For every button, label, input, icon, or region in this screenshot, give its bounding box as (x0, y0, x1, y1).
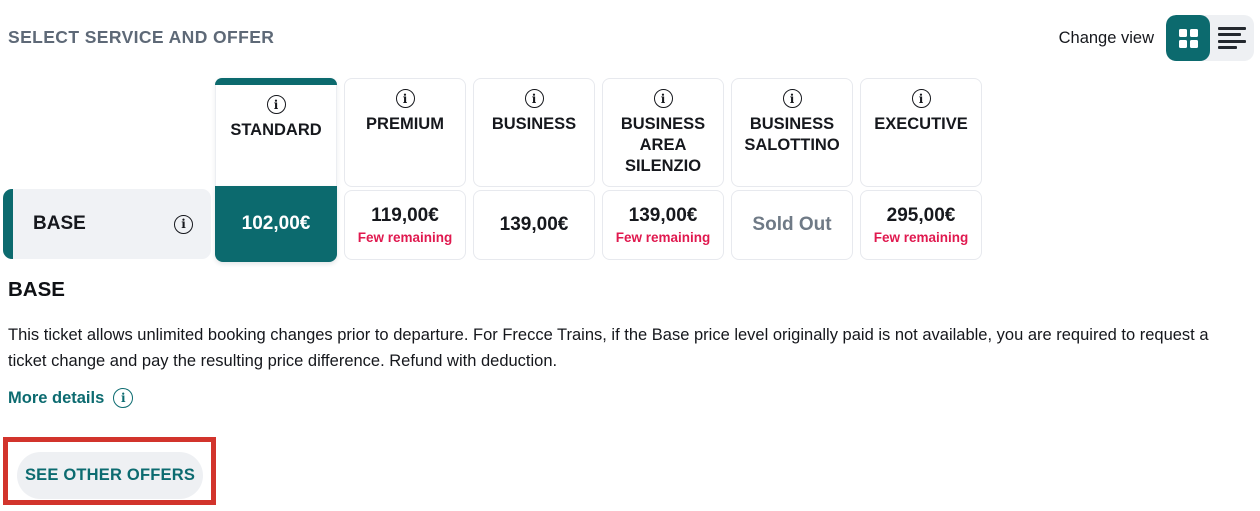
info-icon[interactable]: i (113, 388, 134, 408)
price-cell-business-salottino-base: Sold Out (731, 190, 853, 260)
see-other-offers-button[interactable]: SEE OTHER OFFERS (17, 452, 203, 499)
service-column-business[interactable]: i BUSINESS (473, 78, 595, 187)
price-value: 295,00€ (886, 205, 956, 226)
offer-details-heading: BASE (8, 278, 65, 301)
service-name: PREMIUM (366, 115, 444, 133)
price-value: 119,00€ (371, 205, 439, 226)
service-column-business-area-silenzio[interactable]: i BUSINESS AREA SILENZIO (602, 78, 724, 187)
service-column-standard[interactable]: i STANDARD (215, 78, 337, 186)
price-value: 139,00€ (499, 214, 569, 235)
offer-row-label-base: BASE i (3, 189, 211, 259)
list-view-button[interactable] (1210, 15, 1254, 61)
more-details-link[interactable]: More details i (8, 388, 134, 408)
price-cell-executive-base[interactable]: 295,00€ Few remaining (860, 190, 982, 260)
price-cell-premium-base[interactable]: 119,00€ Few remaining (344, 190, 466, 260)
view-toggle-group (1166, 15, 1254, 61)
info-icon[interactable]: i (911, 89, 931, 108)
more-details-label: More details (8, 388, 105, 407)
info-icon[interactable]: i (782, 89, 802, 108)
service-name: EXECUTIVE (874, 115, 968, 133)
few-remaining-badge: Few remaining (615, 230, 711, 245)
service-name: STANDARD (230, 121, 322, 139)
offer-name: BASE (33, 213, 86, 234)
info-icon[interactable]: i (395, 89, 415, 108)
annotation-highlight-box: SEE OTHER OFFERS (3, 437, 216, 505)
list-view-icon (1218, 26, 1246, 50)
price-value: 102,00€ (241, 213, 311, 234)
page-title: SELECT SERVICE AND OFFER (8, 27, 275, 47)
few-remaining-badge: Few remaining (357, 230, 453, 245)
price-cell-business-base[interactable]: 139,00€ (473, 190, 595, 260)
service-name: BUSINESS SALOTTINO (744, 115, 840, 154)
price-cell-standard-base[interactable]: 102,00€ (215, 186, 337, 262)
sold-out-label: Sold Out (752, 214, 832, 235)
info-icon[interactable]: i (524, 89, 544, 108)
price-cell-business-area-silenzio-base[interactable]: 139,00€ Few remaining (602, 190, 724, 260)
service-column-executive[interactable]: i EXECUTIVE (860, 78, 982, 187)
few-remaining-badge: Few remaining (873, 230, 969, 245)
service-column-business-salottino[interactable]: i BUSINESS SALOTTINO (731, 78, 853, 187)
service-name: BUSINESS AREA SILENZIO (620, 115, 706, 175)
change-view-label: Change view (1058, 28, 1154, 47)
info-icon[interactable]: i (266, 95, 286, 114)
info-icon[interactable]: i (174, 214, 193, 234)
price-value: 139,00€ (628, 205, 698, 226)
view-switcher: Change view (1059, 15, 1254, 61)
service-name: BUSINESS (491, 115, 577, 133)
grid-view-icon (1178, 28, 1198, 48)
info-icon[interactable]: i (653, 89, 673, 108)
offer-description: This ticket allows unlimited booking cha… (8, 326, 1209, 370)
grid-view-button[interactable] (1166, 15, 1210, 61)
service-column-premium[interactable]: i PREMIUM (344, 78, 466, 187)
